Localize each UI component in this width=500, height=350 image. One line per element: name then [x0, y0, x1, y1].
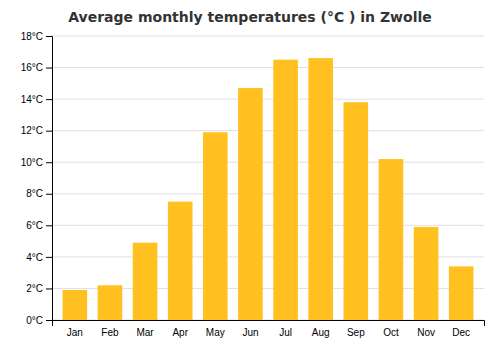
grid-line [52, 130, 484, 131]
bar [63, 290, 88, 320]
x-tick-label: Feb [101, 327, 119, 338]
x-tick-label: Oct [383, 327, 399, 338]
y-tick-mark [46, 320, 52, 321]
x-tick-label: Dec [452, 327, 470, 338]
grid-line [52, 67, 484, 68]
x-tick-label: Apr [172, 327, 188, 338]
y-tick: 6°C [26, 220, 52, 231]
y-tick-label: 8°C [26, 188, 43, 199]
bar [449, 266, 474, 320]
y-tick: 16°C [21, 62, 52, 73]
bar [273, 60, 298, 320]
y-tick-label: 0°C [26, 315, 43, 326]
y-tick: 18°C [21, 31, 52, 42]
grid-line [52, 225, 484, 226]
y-tick-label: 16°C [21, 62, 43, 73]
x-tick: Nov [417, 327, 435, 338]
bar [98, 285, 123, 320]
y-tick-label: 6°C [26, 220, 43, 231]
x-tick: Aug [312, 327, 330, 338]
y-tick-mark [46, 194, 52, 195]
y-tick-label: 14°C [21, 94, 43, 105]
bars [63, 58, 474, 320]
bar [203, 132, 228, 320]
y-tick-mark [46, 257, 52, 258]
bar [308, 58, 333, 320]
y-tick: 12°C [21, 125, 52, 136]
y-tick: 2°C [26, 283, 52, 294]
y-axis-line [46, 37, 53, 321]
bar [379, 159, 404, 320]
x-tick-label: Jul [279, 327, 292, 338]
x-tick: Dec [452, 327, 470, 338]
x-tick: Feb [101, 327, 119, 338]
x-tick-label: Sep [347, 327, 365, 338]
y-tick-label: 4°C [26, 252, 43, 263]
x-tick: Sep [347, 327, 365, 338]
x-tick: Apr [172, 327, 188, 338]
x-axis-line [53, 321, 485, 327]
y-axis: 0°C 2°C 4°C 6°C 8°C 10°C 12°C 14°C 16°C 18°C [21, 31, 53, 326]
y-tick-mark [46, 99, 52, 100]
bar [168, 202, 193, 320]
grid-line [52, 36, 484, 37]
y-tick: 8°C [26, 188, 52, 199]
y-tick-mark [46, 162, 52, 163]
x-tick: Oct [383, 327, 399, 338]
y-tick-mark [46, 131, 52, 132]
x-tick: Jan [67, 327, 83, 338]
x-tick-label: Jan [67, 327, 83, 338]
x-tick-label: Nov [417, 327, 435, 338]
y-tick: 14°C [21, 94, 52, 105]
grid-line [52, 193, 484, 194]
y-tick-mark [46, 288, 52, 289]
title: Average monthly temperatures (°C ) in Zw… [68, 9, 432, 25]
y-tick: 0°C [26, 315, 52, 326]
x-tick-label: Jun [242, 327, 258, 338]
y-tick-label: 10°C [21, 157, 43, 168]
y-tick-label: 2°C [26, 283, 43, 294]
y-tick-mark [46, 225, 52, 226]
y-tick: 10°C [21, 157, 52, 168]
bar [344, 102, 369, 320]
x-tick-label: Aug [312, 327, 330, 338]
y-tick: 4°C [26, 252, 52, 263]
x-tick: Jul [279, 327, 292, 338]
x-tick: May [206, 327, 225, 338]
x-tick: Mar [136, 327, 154, 338]
y-tick-label: 18°C [21, 31, 43, 42]
y-tick-mark [46, 36, 52, 37]
y-tick-label: 12°C [21, 125, 43, 136]
y-tick-mark [46, 68, 52, 69]
x-axis: Jan Feb Mar Apr May Jun Jul Aug Sep Oct Nov Dec [53, 321, 485, 339]
x-tick-label: May [206, 327, 225, 338]
x-tick-label: Mar [136, 327, 154, 338]
bar [238, 88, 263, 320]
bar [414, 227, 439, 320]
grid-line [52, 162, 484, 163]
x-tick: Jun [242, 327, 258, 338]
grid-line [52, 99, 484, 100]
plot-area: Jan Feb Mar Apr May Jun Jul Aug Sep Oct Nov Dec 0°C 2… [21, 31, 485, 338]
grid [52, 36, 484, 320]
chart: Jan Feb Mar Apr May Jun Jul Aug Sep Oct Nov Dec 0°C 2… [0, 0, 500, 350]
bar [133, 243, 158, 320]
